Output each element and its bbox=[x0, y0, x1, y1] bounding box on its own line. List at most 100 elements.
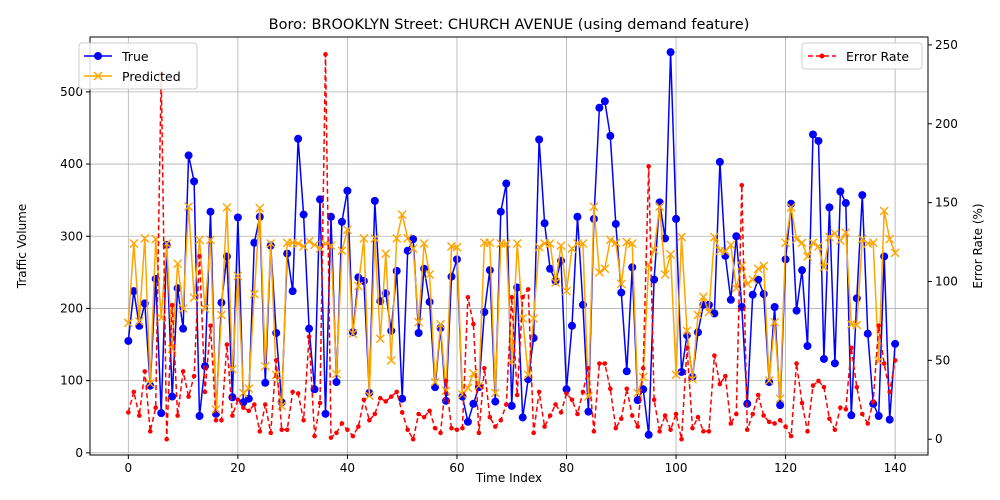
true-point bbox=[316, 195, 325, 204]
error-rate-point bbox=[859, 411, 865, 417]
predicted-point bbox=[781, 238, 791, 248]
predicted-point bbox=[879, 206, 889, 216]
predicted-point bbox=[819, 262, 829, 272]
predicted-point bbox=[353, 281, 363, 291]
error-rate-point bbox=[153, 405, 159, 410]
error-rate-point bbox=[268, 430, 274, 436]
error-rate-point bbox=[706, 429, 712, 434]
true-point bbox=[836, 187, 845, 196]
error-rate-point bbox=[410, 436, 416, 442]
error-rate-point bbox=[377, 395, 383, 401]
error-rate-point bbox=[443, 378, 449, 384]
true-point bbox=[644, 430, 653, 439]
axes: 0 20 40 60 80 100 120 140 0 100 200 300 400 500 0 50 100… bbox=[60, 38, 958, 475]
error-rate-point bbox=[482, 365, 487, 371]
error-rate-point bbox=[345, 427, 350, 433]
predicted-point bbox=[156, 313, 166, 323]
true-point bbox=[261, 378, 270, 387]
y-tick-label: 400 bbox=[60, 157, 83, 171]
error-rate-point bbox=[569, 397, 575, 403]
predicted-point bbox=[748, 275, 758, 285]
predicted-point bbox=[797, 238, 807, 248]
true-point bbox=[693, 328, 702, 337]
error-rate-point bbox=[498, 417, 504, 423]
predicted-point bbox=[518, 314, 528, 324]
error-rate-point bbox=[323, 52, 328, 57]
true-point bbox=[655, 198, 664, 207]
x-tick-label: 80 bbox=[559, 461, 574, 475]
error-rate-point bbox=[339, 421, 345, 426]
error-rate-point bbox=[197, 253, 202, 259]
error-rate-point bbox=[175, 413, 180, 418]
error-rate-point bbox=[224, 342, 230, 347]
error-rate-point bbox=[388, 394, 394, 399]
predicted-point bbox=[490, 388, 500, 398]
true-point bbox=[808, 130, 817, 139]
true-point bbox=[485, 266, 494, 275]
predicted-point bbox=[266, 238, 276, 248]
error-rate-point bbox=[673, 411, 679, 417]
error-rate-point bbox=[213, 417, 219, 423]
error-rate-point bbox=[766, 419, 772, 425]
true-point bbox=[124, 336, 133, 345]
error-rate-point bbox=[651, 397, 657, 403]
true-point bbox=[425, 297, 434, 306]
error-rate-point bbox=[821, 384, 827, 390]
error-rate-point bbox=[432, 425, 438, 431]
true-point bbox=[710, 309, 719, 318]
true-point bbox=[666, 48, 675, 57]
true-point bbox=[754, 275, 763, 284]
true-point bbox=[830, 359, 839, 368]
error-rate-point bbox=[794, 361, 799, 366]
error-rate-point bbox=[328, 435, 334, 440]
predicted-point bbox=[693, 310, 703, 320]
error-rate-point bbox=[723, 373, 728, 379]
error-rate-point bbox=[657, 429, 662, 434]
predicted-point bbox=[835, 236, 845, 246]
predicted-point bbox=[348, 329, 358, 339]
error-rate-point bbox=[284, 427, 290, 433]
predicted-point bbox=[216, 310, 226, 320]
predicted-point bbox=[578, 238, 588, 248]
predicted-point bbox=[392, 233, 402, 243]
true-point bbox=[885, 415, 894, 424]
predicted-point bbox=[370, 233, 380, 243]
true-point bbox=[765, 378, 774, 387]
x-tick-label: 60 bbox=[449, 461, 464, 475]
error-rate-point bbox=[252, 402, 257, 407]
true-point bbox=[606, 131, 615, 140]
error-rate-point bbox=[191, 373, 197, 379]
error-rate-point bbox=[525, 287, 531, 292]
predicted-point bbox=[304, 236, 314, 246]
predicted-point bbox=[359, 233, 369, 243]
error-rate-point bbox=[777, 417, 783, 423]
predicted-point bbox=[206, 235, 215, 245]
y2-tick-label: 100 bbox=[935, 274, 958, 288]
true-point bbox=[798, 266, 807, 275]
predicted-point bbox=[123, 318, 133, 328]
error-rate-point bbox=[816, 378, 821, 384]
error-rate-point bbox=[646, 164, 651, 169]
error-rate-point bbox=[202, 389, 208, 395]
true-point bbox=[146, 381, 155, 390]
true-point bbox=[748, 290, 757, 299]
predicted-point bbox=[556, 241, 566, 251]
x-tick-label: 0 bbox=[125, 461, 133, 475]
error-rate-point bbox=[591, 429, 597, 434]
error-rate-point bbox=[679, 436, 684, 442]
predicted-point bbox=[507, 357, 517, 367]
true-point bbox=[847, 411, 856, 420]
predicted-point bbox=[753, 264, 763, 274]
predicted-point bbox=[824, 232, 834, 242]
x-tick-label: 40 bbox=[340, 461, 355, 475]
error-rate-point bbox=[536, 389, 542, 395]
true-point bbox=[573, 212, 582, 221]
predicted-point bbox=[830, 228, 840, 238]
y-tick-label: 200 bbox=[60, 301, 83, 315]
error-rate-point bbox=[208, 323, 213, 328]
y2-tick-label: 150 bbox=[935, 196, 958, 210]
error-rate-point bbox=[438, 430, 443, 436]
predicted-point bbox=[611, 238, 621, 248]
true-point bbox=[392, 266, 401, 275]
true-point bbox=[650, 275, 659, 284]
